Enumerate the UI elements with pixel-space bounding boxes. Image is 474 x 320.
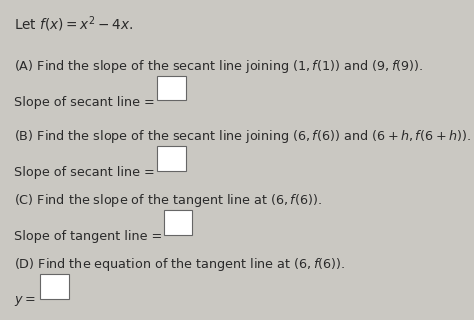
Text: Slope of secant line =: Slope of secant line = [14,96,155,109]
Text: (B) Find the slope of the secant line joining $(6, f(6))$ and $(6 + h, f(6 + h)): (B) Find the slope of the secant line jo… [14,128,471,145]
FancyBboxPatch shape [157,146,186,171]
Text: (C) Find the slope of the tangent line at $(6, f(6))$.: (C) Find the slope of the tangent line a… [14,192,322,209]
FancyBboxPatch shape [157,76,186,100]
Text: $y =$: $y =$ [14,294,36,308]
Text: Let $f(x) = x^2 - 4x.$: Let $f(x) = x^2 - 4x.$ [14,14,134,34]
Text: (D) Find the equation of the tangent line at $(6, f(6))$.: (D) Find the equation of the tangent lin… [14,256,346,273]
FancyBboxPatch shape [40,274,69,299]
Text: (A) Find the slope of the secant line joining $(1, f(1))$ and $(9, f(9))$.: (A) Find the slope of the secant line jo… [14,58,424,75]
Text: Slope of secant line =: Slope of secant line = [14,166,155,180]
FancyBboxPatch shape [164,210,192,235]
Text: Slope of tangent line =: Slope of tangent line = [14,230,163,244]
